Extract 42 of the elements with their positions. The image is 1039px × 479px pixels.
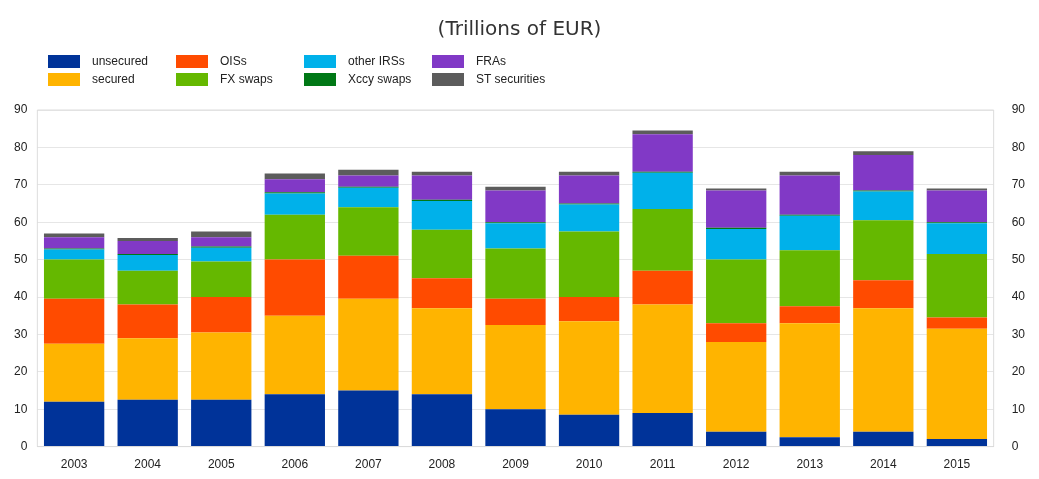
y-tick-label: 40 <box>13 289 28 304</box>
y-tick-label: 0 <box>20 438 28 453</box>
y-tick-label: 50 <box>13 251 28 266</box>
y-tick-label: 90 <box>13 102 28 117</box>
y-tick-label: 20 <box>13 364 28 379</box>
x-tick-label: 2003 <box>60 457 88 472</box>
y2-tick-label: 80 <box>1011 139 1026 154</box>
y2-tick-label: 0 <box>1011 438 1019 453</box>
y-tick-label: 60 <box>13 214 28 229</box>
x-tick-label: 2013 <box>796 457 824 472</box>
x-tick-label: 2007 <box>355 457 383 472</box>
y2-tick-label: 90 <box>1011 102 1026 117</box>
x-tick-label: 2012 <box>722 457 750 472</box>
y-tick-label: 30 <box>13 326 28 341</box>
x-tick-label: 2005 <box>207 457 235 472</box>
x-tick-label: 2014 <box>869 457 897 472</box>
y2-tick-label: 50 <box>1011 251 1026 266</box>
legend-label: unsecured <box>92 54 149 68</box>
legend-label: FX swaps <box>220 72 273 86</box>
y2-tick-label: 60 <box>1011 214 1026 229</box>
legend-label: OISs <box>220 54 247 68</box>
x-tick-label: 2015 <box>943 457 971 472</box>
y2-tick-label: 20 <box>1011 364 1026 379</box>
y-tick-label: 70 <box>13 177 28 192</box>
x-tick-label: 2004 <box>134 457 162 472</box>
legend-label: secured <box>92 72 135 86</box>
y2-tick-label: 10 <box>1011 401 1026 416</box>
y-tick-label: 80 <box>13 139 28 154</box>
y2-tick-label: 40 <box>1011 289 1026 304</box>
y2-tick-label: 70 <box>1011 177 1026 192</box>
legend-label: FRAs <box>476 54 506 68</box>
chart-title: (Trillions of EUR) <box>437 16 602 41</box>
x-tick-label: 2008 <box>428 457 456 472</box>
x-tick-label: 2009 <box>502 457 530 472</box>
legend-label: other IRSs <box>348 54 405 68</box>
legend-label: ST securities <box>476 72 546 86</box>
y2-tick-label: 30 <box>1011 326 1026 341</box>
x-tick-label: 2006 <box>281 457 309 472</box>
x-tick-label: 2010 <box>575 457 603 472</box>
x-tick-label: 2011 <box>649 457 676 472</box>
legend-label: Xccy swaps <box>348 72 412 86</box>
y-tick-label: 10 <box>13 401 28 416</box>
